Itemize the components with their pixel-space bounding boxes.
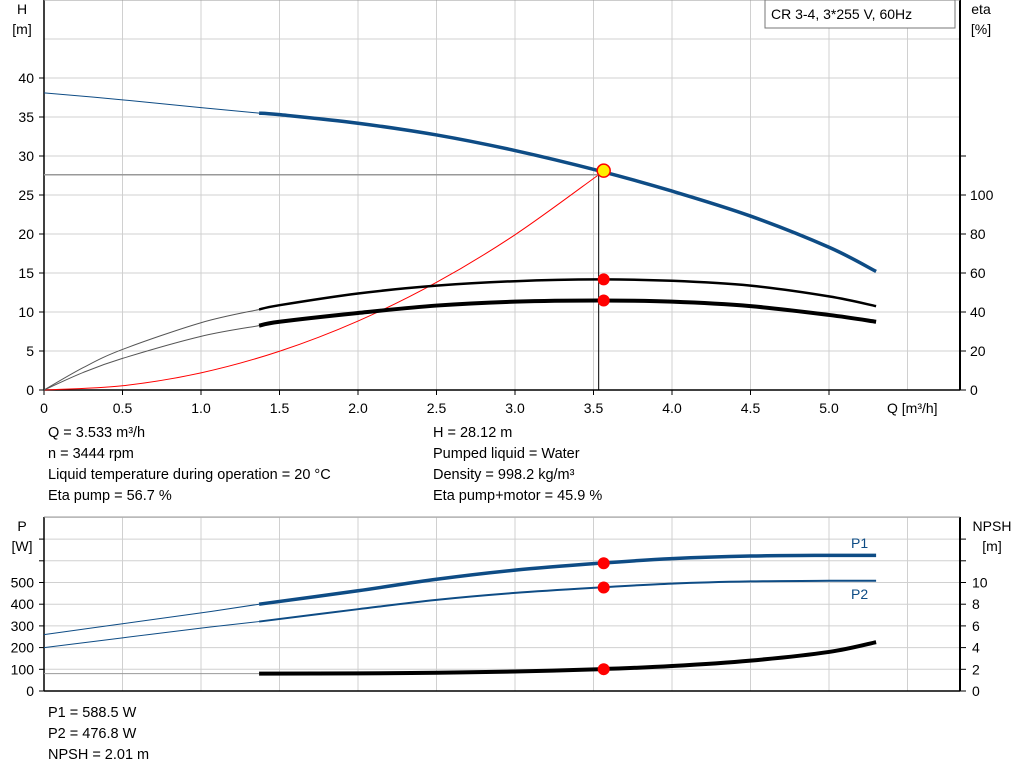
marker-eta_pump_motor [597, 294, 610, 307]
p-tick-label: 0 [26, 683, 34, 699]
eta-tick-label: 20 [970, 343, 986, 359]
p-axis-unit: [W] [12, 538, 33, 554]
readout-p1: P1 = 588.5 W [48, 705, 137, 721]
npsh-tick-label: 6 [972, 618, 980, 634]
h-tick-label: 40 [18, 70, 34, 86]
x-tick-label: 4.0 [662, 400, 682, 416]
head-curve-extrapolated [43, 92, 260, 114]
eta-pump-motor-curve [258, 298, 877, 328]
eta-tick-label: 80 [970, 226, 986, 242]
p2-curve-extrapolated [43, 621, 260, 649]
h-tick-label: 10 [18, 304, 34, 320]
x-tick-label: 2.0 [348, 400, 368, 416]
x-tick-label: 3.0 [505, 400, 525, 416]
title-box [764, 0, 956, 29]
p1-curve-extrapolated [43, 603, 260, 636]
x-tick-label: 0.5 [113, 400, 133, 416]
x-tick-label: 1.0 [191, 400, 211, 416]
x-tick-label: 3.5 [584, 400, 604, 416]
npsh-tick-label: 8 [972, 596, 980, 612]
readout-q: Q = 3.533 m³/h [48, 425, 146, 441]
h-axis-unit: [m] [12, 21, 31, 37]
readout-speed: n = 3444 rpm [48, 446, 134, 462]
p-tick-label: 500 [11, 575, 35, 591]
npsh-tick-label: 4 [972, 640, 980, 656]
h-tick-label: 0 [26, 382, 34, 398]
p-tick-label: 300 [11, 618, 35, 634]
npsh-tick-label: 0 [972, 683, 980, 699]
h-tick-label: 20 [18, 226, 34, 242]
readout-npsh: NPSH = 2.01 m [48, 747, 150, 763]
p-tick-label: 400 [11, 596, 35, 612]
marker-p1 [597, 557, 610, 570]
eta-tick-label: 0 [970, 382, 978, 398]
system-curve [43, 174, 599, 391]
duty-point [596, 163, 611, 178]
p2-curve [258, 579, 877, 623]
x-tick-label: 0 [40, 400, 48, 416]
readout-p2: P2 = 476.8 W [48, 726, 137, 742]
readout-temperature: Liquid temperature during operation = 20… [48, 467, 331, 483]
eta-tick-label: 60 [970, 265, 986, 281]
eta-tick-label: 40 [970, 304, 986, 320]
h-axis-label: H [17, 1, 27, 17]
marker-p2 [597, 581, 610, 594]
marker-npsh [597, 663, 610, 676]
npsh-axis-label: NPSH [973, 518, 1012, 534]
npsh-tick-label: 2 [972, 661, 980, 677]
eta-pump-curve-extrapolated [43, 308, 260, 391]
eta-axis-label: eta [971, 1, 991, 17]
p-tick-label: 200 [11, 640, 35, 656]
h-tick-label: 30 [18, 148, 34, 164]
p1-curve [258, 553, 877, 606]
p-tick-label: 100 [11, 661, 35, 677]
h-tick-label: 5 [26, 343, 34, 359]
eta-axis-unit: [%] [971, 21, 991, 37]
head-curve [258, 111, 877, 273]
x-tick-label: 4.5 [741, 400, 761, 416]
h-tick-label: 35 [18, 109, 34, 125]
p1-label: P1 [851, 535, 868, 551]
eta-pump-curve [258, 278, 877, 311]
npsh-tick-label: 10 [972, 575, 988, 591]
x-tick-label: 1.5 [270, 400, 290, 416]
x-tick-label: 2.5 [427, 400, 447, 416]
readout-eta-total: Eta pump+motor = 45.9 % [433, 488, 603, 504]
chart-title: CR 3-4, 3*255 V, 60Hz [771, 6, 912, 22]
npsh-curve [259, 640, 877, 676]
readout-head: H = 28.12 m [433, 425, 513, 441]
npsh-axis-unit: [m] [982, 538, 1001, 554]
readout-liquid: Pumped liquid = Water [433, 446, 580, 462]
eta-pump-motor-curve-extrapolated [43, 325, 260, 391]
x-axis-label: Q [m³/h] [887, 400, 938, 416]
x-tick-label: 5.0 [819, 400, 839, 416]
h-tick-label: 25 [18, 187, 34, 203]
p-axis-label: P [17, 518, 26, 534]
eta-tick-label: 100 [970, 187, 994, 203]
marker-eta_pump [597, 273, 610, 286]
h-tick-label: 15 [18, 265, 34, 281]
readout-density: Density = 998.2 kg/m³ [433, 467, 575, 483]
readout-eta-pump: Eta pump = 56.7 % [48, 488, 172, 504]
p2-label: P2 [851, 586, 868, 602]
